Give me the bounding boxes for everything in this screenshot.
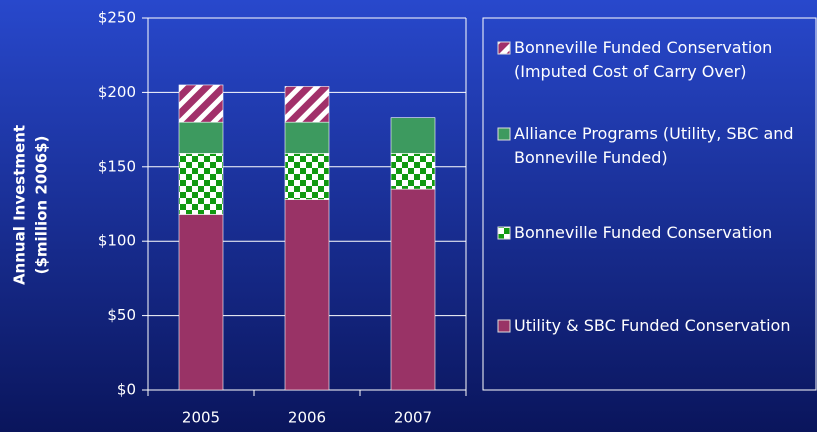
bar-segment <box>178 214 224 391</box>
legend-label-box: Utility & SBC Funded Conservation <box>514 316 791 335</box>
legend-label-box: Bonneville Funded Conservation <box>514 223 773 242</box>
y-axis-title: Annual Investment <box>11 125 29 285</box>
bar-segment <box>178 153 224 215</box>
bar-segment <box>390 153 436 190</box>
y-axis-title: ($million 2006$) <box>33 136 51 275</box>
bar-segment <box>284 153 330 200</box>
legend-label: Utility & SBC Funded Conservation <box>514 316 791 335</box>
legend-swatch <box>497 127 511 141</box>
bar-segment <box>284 86 330 123</box>
x-tick-label: 2005 <box>182 409 220 427</box>
legend-label: Bonneville Funded Conservation <box>514 223 773 242</box>
y-tick-label: $200 <box>98 83 136 101</box>
bar-segment <box>178 84 224 123</box>
x-tick-label: 2006 <box>288 409 326 427</box>
legend-swatch <box>497 226 511 240</box>
legend-box <box>482 17 817 391</box>
y-tick-label: $100 <box>98 232 136 250</box>
bar-segment <box>178 121 224 154</box>
legend-label-box: Bonneville Funded Conservation (Imputed … <box>514 38 773 81</box>
y-tick-label: $250 <box>98 9 136 27</box>
legend-swatch <box>497 41 511 55</box>
bar-segment <box>284 121 330 154</box>
bar-segment <box>284 199 330 391</box>
legend-label: Bonneville Funded Conservation (Imputed … <box>514 38 773 81</box>
legend-label-box: Alliance Programs (Utility, SBC and Bonn… <box>514 124 794 167</box>
legend-label: Alliance Programs (Utility, SBC and Bonn… <box>514 124 794 167</box>
y-tick-label: $150 <box>98 157 136 175</box>
bar-segment <box>390 188 436 391</box>
bar-segment <box>390 117 436 154</box>
y-tick-label: $50 <box>107 306 136 324</box>
x-tick-label: 2007 <box>394 409 432 427</box>
legend-swatch <box>497 319 511 333</box>
y-tick-label: $0 <box>117 381 136 399</box>
